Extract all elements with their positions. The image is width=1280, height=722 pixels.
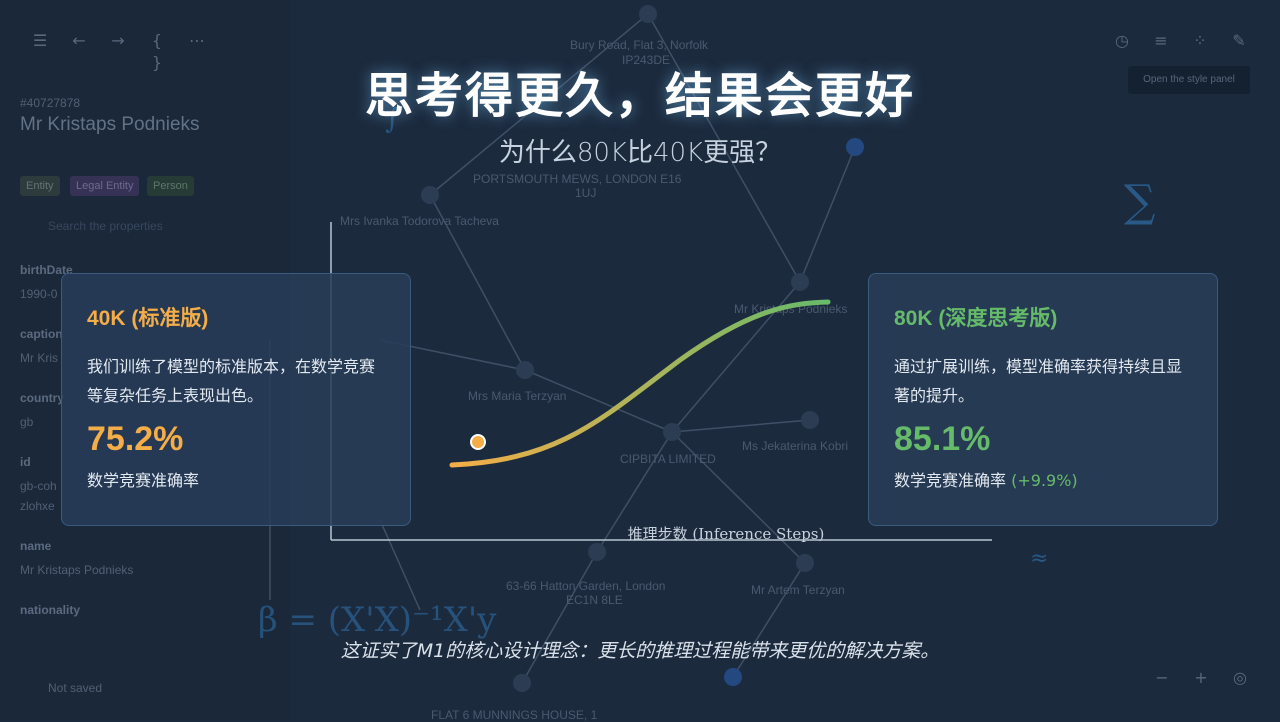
brush-icon[interactable]: ✎ <box>1232 31 1246 50</box>
accuracy-curve <box>449 299 831 468</box>
chip-person[interactable]: Person <box>147 176 194 196</box>
node-label[interactable]: PORTSMOUTH MEWS, LONDON E16 <box>473 172 682 186</box>
sigma-icon: ∑ <box>1124 176 1156 227</box>
integral-icon: ∫ <box>385 102 400 135</box>
more-icon[interactable]: ⋯ <box>189 31 205 50</box>
menu-icon[interactable]: ☰ <box>32 31 48 50</box>
zoom-out-icon[interactable]: − <box>1155 668 1169 687</box>
node-label[interactable]: CIPBITA LIMITED <box>620 452 716 466</box>
accuracy-caption-row: 数学竞赛准确率 (+9.9%) <box>894 467 1193 491</box>
field-name: id <box>20 455 31 469</box>
slide-title: 思考得更久，结果会更好 <box>364 68 915 124</box>
field-value: Mr Kristaps Podnieks <box>20 563 134 577</box>
accuracy-caption: 数学竞赛准确率 <box>894 471 1007 490</box>
start-point-marker <box>470 434 486 450</box>
chip-legal-entity[interactable]: Legal Entity <box>70 176 140 196</box>
node-label[interactable]: Mr Artem Terzyan <box>751 583 845 597</box>
history-icon[interactable]: ◷ <box>1115 31 1129 50</box>
accuracy-value: 75.2% <box>87 420 184 458</box>
x-axis-label: 推理步数 (Inference Steps) <box>628 525 825 543</box>
node-label[interactable]: 1UJ <box>575 186 597 200</box>
zoom-in-icon[interactable]: + <box>1194 668 1208 687</box>
math-formula-decoration: β = (X'X)⁻¹X'y <box>258 600 497 640</box>
chip-entity[interactable]: Entity <box>20 176 60 196</box>
field-name: country <box>20 391 65 405</box>
slide-subtitle: 为什么80K比40K更强？ <box>498 138 782 168</box>
braces-icon[interactable]: { } <box>151 31 163 72</box>
search-properties-input[interactable]: Search the properties <box>48 219 163 233</box>
node-label[interactable]: IP243DE <box>622 53 671 67</box>
scatter-icon[interactable]: ⁘ <box>1193 31 1207 50</box>
card-80k: 80K (深度思考版) 通过扩展训练，模型准确率获得持续且显著的提升。 85.1… <box>868 273 1218 526</box>
node-label[interactable]: Mrs Maria Terzyan <box>468 389 567 403</box>
card-heading: 40K (标准版) <box>87 307 209 330</box>
node-label[interactable]: Mrs Ivanka Todorova Tacheva <box>340 214 499 228</box>
field-value: zlohxe <box>20 499 55 513</box>
field-value: gb-coh <box>20 479 57 493</box>
back-icon[interactable]: ← <box>72 31 86 50</box>
style-panel-tooltip: Open the style panel <box>1128 66 1250 94</box>
card-description: 通过扩展训练，模型准确率获得持续且显著的提升。 <box>894 357 1183 405</box>
node-label[interactable]: EC1N 8LE <box>566 593 623 607</box>
not-saved-status: Not saved <box>48 681 103 695</box>
node-label[interactable]: 63-66 Hatton Garden, London <box>506 579 666 593</box>
field-value: gb <box>20 415 34 429</box>
field-name: birthDate <box>20 263 73 277</box>
slide-footer: 这证实了M1的核心设计理念：更长的推理过程能带来更优的解决方案。 <box>340 640 940 662</box>
accuracy-caption: 数学竞赛准确率 <box>87 471 200 490</box>
record-id: #40727878 <box>20 96 81 110</box>
accuracy-delta: (+9.9%) <box>1011 471 1078 490</box>
card-description: 我们训练了模型的标准版本，在数学竞赛等复杂任务上表现出色。 <box>87 357 376 405</box>
accuracy-value: 85.1% <box>894 420 991 458</box>
field-value: 1990-0 <box>20 287 58 301</box>
node-label[interactable]: FLAT 6 MUNNINGS HOUSE, 1 <box>431 708 598 722</box>
field-name: name <box>20 539 52 553</box>
forward-icon[interactable]: → <box>111 31 125 50</box>
approx-icon: ≈ <box>1030 546 1049 571</box>
node-label[interactable]: Ms Jekaterina Kobri <box>742 439 849 453</box>
field-name: nationality <box>20 603 81 617</box>
card-40k: 40K (标准版) 我们训练了模型的标准版本，在数学竞赛等复杂任务上表现出色。 … <box>61 273 411 526</box>
field-name: caption <box>20 327 63 341</box>
filter-icon[interactable]: ≡ <box>1154 31 1168 50</box>
entity-title: Mr Kristaps Podnieks <box>20 114 200 135</box>
field-value: Mr Kris <box>20 351 58 365</box>
locate-icon[interactable]: ◎ <box>1233 668 1247 687</box>
node-label[interactable]: Bury Road, Flat 3, Norfolk <box>570 38 709 52</box>
card-heading: 80K (深度思考版) <box>894 307 1058 330</box>
